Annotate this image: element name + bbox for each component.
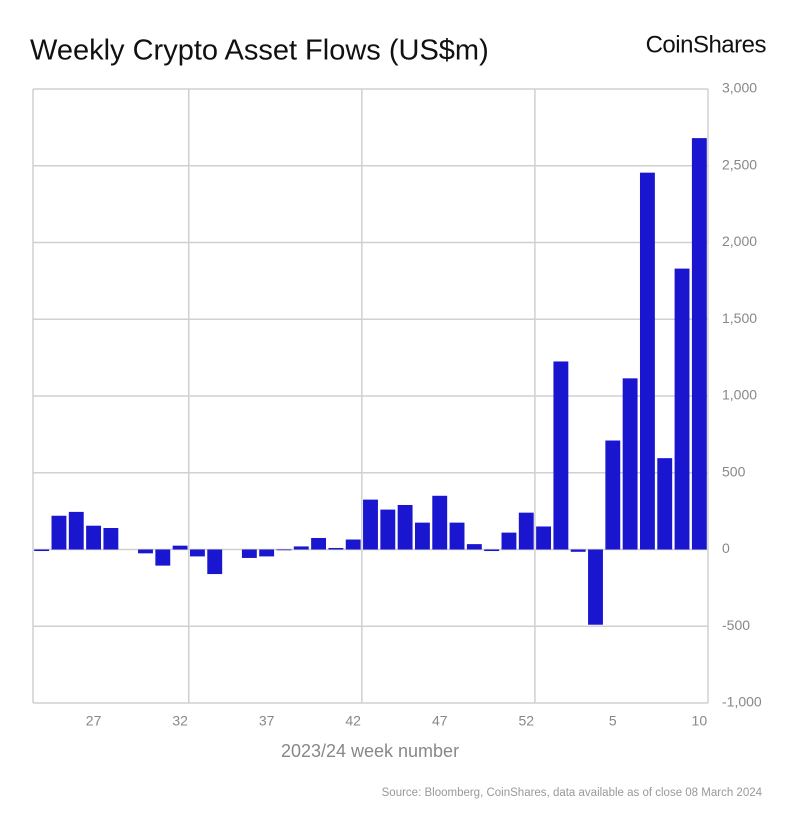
bar: [103, 528, 119, 550]
bar: [68, 511, 84, 550]
x-tick-label: 42: [345, 713, 361, 729]
bar: [536, 526, 552, 550]
brand-logo: CoinShares: [646, 31, 767, 58]
y-tick-label: 2,500: [722, 156, 757, 172]
bar: [380, 509, 396, 550]
bar: [397, 504, 413, 550]
y-tick-label: 0: [722, 540, 730, 556]
bar: [414, 522, 430, 550]
x-tick-label: 37: [259, 713, 275, 729]
bar: [553, 361, 569, 550]
chart-title: Weekly Crypto Asset Flows (US$m): [30, 35, 489, 67]
bar: [345, 539, 361, 550]
y-tick-label: -1,000: [722, 694, 762, 710]
x-tick-label: 5: [609, 713, 617, 729]
bar: [449, 522, 465, 550]
y-tick-label: 1,500: [722, 310, 757, 326]
y-tick-label: 500: [722, 463, 746, 479]
bar: [518, 512, 534, 550]
bar: [189, 549, 205, 557]
bar: [241, 549, 257, 558]
bar: [432, 495, 448, 550]
bar: [51, 515, 67, 550]
x-tick-label: 27: [86, 713, 102, 729]
y-tick-label: 1,000: [722, 387, 757, 403]
bar: [570, 549, 586, 552]
x-axis-label: 2023/24 week number: [281, 741, 459, 761]
bar: [466, 544, 482, 550]
bar: [276, 549, 292, 551]
bar: [328, 547, 344, 550]
bar: [172, 545, 188, 550]
bar: [622, 378, 638, 550]
bar: [657, 458, 673, 550]
x-tick-label: 10: [692, 713, 708, 729]
bar: [155, 549, 171, 566]
bar: [605, 440, 621, 550]
bar: [674, 268, 690, 550]
bar: [86, 525, 102, 550]
bar: [639, 172, 655, 550]
x-tick-label: 52: [518, 713, 534, 729]
bar: [363, 499, 378, 550]
bar: [138, 549, 153, 554]
bar: [484, 549, 500, 552]
source-note: Source: Bloomberg, CoinShares, data avai…: [382, 787, 763, 799]
bar: [691, 138, 707, 550]
bar: [207, 549, 223, 575]
x-tick-label: 32: [172, 713, 188, 729]
bar: [259, 549, 275, 557]
bar: [588, 549, 603, 625]
y-tick-label: 3,000: [722, 80, 757, 96]
y-tick-label: -500: [722, 617, 750, 633]
bar: [501, 532, 517, 550]
bar: [34, 549, 50, 552]
y-tick-label: 2,000: [722, 233, 757, 249]
bar: [293, 546, 309, 550]
x-tick-label: 47: [432, 713, 448, 729]
bar: [311, 537, 327, 550]
